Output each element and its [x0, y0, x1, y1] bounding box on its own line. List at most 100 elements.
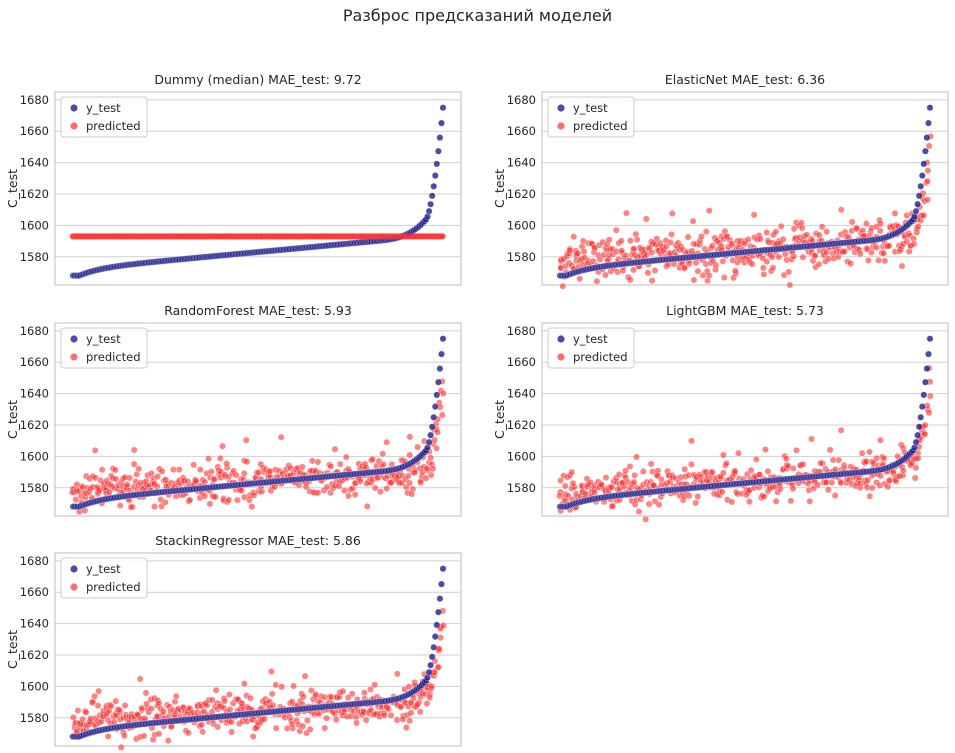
y-tick-label: 1680 [507, 93, 536, 107]
predicted-point [376, 488, 384, 496]
predicted-point [775, 253, 783, 261]
predicted-point [408, 490, 416, 498]
legend-marker-predicted [557, 353, 565, 361]
predicted-point [708, 468, 716, 476]
predicted-point [561, 482, 569, 490]
predicted-point [817, 459, 825, 467]
predicted-point [121, 732, 128, 740]
predicted-point [211, 493, 219, 501]
predicted-point [789, 485, 797, 493]
legend-label-predicted: predicted [573, 350, 628, 364]
predicted-point [777, 222, 785, 230]
predicted-point [880, 249, 888, 257]
predicted-point [668, 210, 676, 217]
predicted-point [763, 229, 771, 236]
y-test-point [427, 200, 434, 208]
legend-marker-y-test [70, 335, 78, 343]
legend-box [60, 557, 148, 599]
predicted-point [126, 474, 134, 482]
predicted-point [921, 430, 929, 438]
predicted-point [865, 257, 872, 264]
y-tick-label: 1640 [20, 156, 49, 170]
predicted-point [609, 502, 617, 510]
predicted-point [608, 483, 616, 491]
predicted-point [732, 267, 739, 275]
predicted-point [557, 477, 564, 484]
predicted-point [269, 701, 277, 709]
predicted-point [428, 683, 436, 690]
y-test-point [428, 423, 436, 431]
predicted-point [793, 446, 800, 454]
predicted-point [837, 206, 845, 214]
predicted-point [406, 479, 413, 487]
predicted-point [130, 460, 138, 468]
predicted-point [74, 707, 82, 714]
predicted-point [911, 474, 919, 482]
y-tick-label: 1680 [507, 324, 536, 338]
predicted-point [384, 705, 392, 713]
predicted-point [405, 683, 413, 691]
predicted-point [115, 706, 123, 714]
predicted-point [277, 433, 285, 441]
predicted-point [627, 237, 634, 245]
predicted-point [719, 257, 727, 265]
predicted-point [828, 479, 836, 486]
y-tick-label: 1640 [507, 156, 536, 170]
y-test-point [438, 119, 445, 127]
predicted-point [868, 249, 875, 256]
predicted-point [921, 421, 929, 429]
legend-label-y-test: y_test [573, 332, 608, 346]
predicted-point [147, 705, 155, 712]
y-test-point [431, 633, 439, 640]
predicted-point [104, 733, 112, 740]
subplot-title: RandomForest MAE_test: 5.93 [164, 303, 352, 318]
predicted-point [91, 692, 99, 700]
y-tick-label: 1580 [20, 711, 49, 725]
predicted-point [705, 207, 713, 215]
predicted-point [339, 687, 347, 695]
predicted-point [924, 167, 932, 175]
predicted-point [314, 489, 322, 497]
predicted-point [175, 466, 183, 473]
predicted-point [848, 218, 856, 226]
predicted-point [642, 515, 650, 523]
predicted-point [728, 240, 736, 248]
predicted-point [208, 696, 216, 704]
predicted-point [387, 711, 395, 719]
y-test-point [428, 653, 436, 661]
y-tick-label: 1660 [20, 585, 49, 599]
predicted-point [790, 225, 798, 233]
predicted-point [336, 460, 344, 468]
predicted-point [72, 496, 80, 503]
predicted-point [427, 454, 435, 462]
predicted-point [744, 236, 752, 243]
legend: y_test predicted [547, 96, 635, 138]
predicted-point [261, 715, 268, 723]
predicted-point [342, 453, 350, 461]
y-test-point [433, 160, 441, 168]
y-tick-label: 1580 [507, 250, 536, 264]
predicted-point [91, 446, 99, 454]
predicted-point [201, 478, 209, 486]
predicted-point [438, 233, 445, 240]
predicted-point [335, 482, 343, 490]
scatter-points [69, 565, 447, 751]
predicted-point [308, 687, 315, 694]
predicted-point [694, 267, 702, 275]
predicted-point [799, 460, 807, 468]
predicted-point [689, 217, 697, 225]
predicted-point [303, 717, 311, 724]
predicted-point [429, 465, 437, 473]
predicted-point [228, 728, 236, 736]
predicted-point [250, 491, 258, 499]
predicted-point [688, 460, 695, 468]
predicted-point [427, 471, 435, 479]
predicted-point [301, 672, 309, 680]
predicted-point [393, 670, 401, 678]
predicted-point [299, 693, 307, 701]
axes-frame [54, 322, 462, 517]
predicted-point [88, 699, 96, 706]
legend-marker-predicted [70, 353, 78, 361]
predicted-point [363, 502, 371, 510]
